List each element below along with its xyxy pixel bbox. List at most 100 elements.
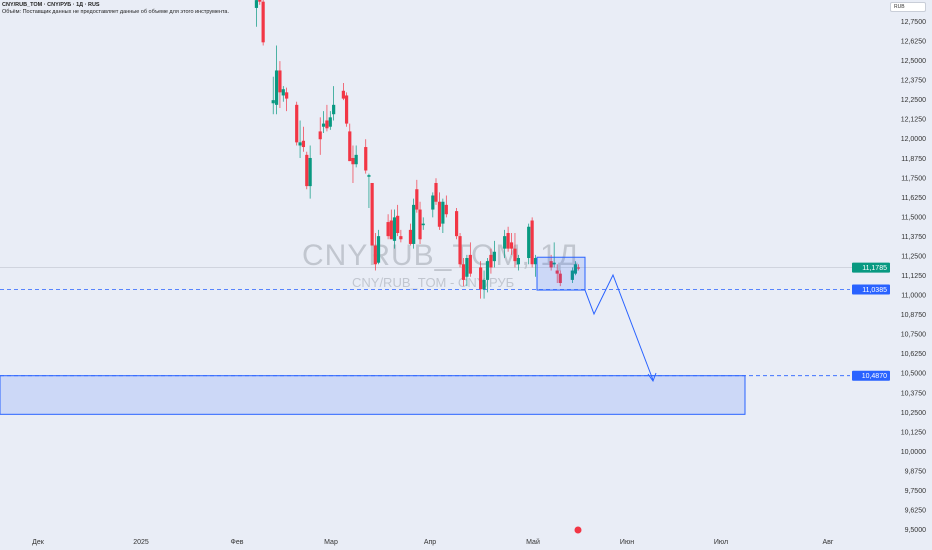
price-tick: 12,5000 [901, 58, 926, 65]
level-price-label-bg [852, 370, 890, 381]
candle-body [485, 261, 490, 280]
candle-body [408, 229, 413, 244]
candle-body [351, 157, 355, 165]
candle [373, 233, 377, 271]
candle [271, 76, 275, 115]
event-marker-icon [574, 526, 582, 534]
candle [254, 0, 259, 27]
candle-body [573, 264, 577, 274]
candle-body [555, 270, 559, 274]
candle [415, 179, 419, 213]
candle-body [513, 248, 517, 262]
candle [513, 233, 517, 268]
candle-body [434, 182, 438, 202]
candle [479, 261, 483, 299]
symbol-watermark-sub: CNY/RUB_TOM - CNY/РУБ [352, 275, 515, 290]
candle-body [455, 211, 459, 237]
candle-body [441, 201, 445, 224]
price-tick: 10,7500 [901, 332, 926, 339]
candle [527, 223, 531, 265]
candle-body [492, 251, 496, 262]
candle [308, 145, 312, 199]
price-tick: 12,1250 [901, 117, 926, 124]
price-tick: 11,3750 [901, 234, 926, 241]
time-tick: Июл [714, 539, 728, 546]
volume-note: Объём: Поставщик данных не предоставляет… [2, 9, 230, 15]
candle [418, 201, 422, 244]
candle [437, 192, 442, 230]
candle-body [465, 258, 469, 277]
candle-body [516, 258, 520, 265]
price-tick: 10,2500 [901, 410, 926, 417]
candle [364, 139, 368, 174]
candle-body [348, 131, 352, 162]
candle-body [344, 95, 349, 124]
time-tick: Апр [424, 539, 436, 546]
candle-body [274, 70, 279, 105]
candle-body [285, 92, 289, 99]
price-tick: 11,5000 [901, 214, 926, 221]
price-tick: 11,6250 [901, 195, 926, 202]
candle-body [396, 215, 400, 234]
time-tick: Мар [324, 539, 338, 546]
candle-body [506, 233, 510, 249]
candle-body [308, 157, 312, 187]
candle [328, 111, 332, 130]
candle [503, 229, 507, 259]
price-tick: 10,3750 [901, 390, 926, 397]
candle-body [295, 104, 299, 143]
candle-body [479, 267, 483, 290]
price-tick: 12,3750 [901, 78, 926, 85]
candle [281, 86, 285, 102]
price-tick: 10,0000 [901, 449, 926, 456]
candle [492, 240, 496, 268]
candle [396, 204, 400, 237]
price-tick: 10,6250 [901, 351, 926, 358]
candle-body [533, 258, 538, 265]
currency-button[interactable]: RUB [890, 2, 926, 12]
candle [285, 87, 289, 112]
candle [392, 209, 397, 249]
level-price-label: 11,0385 [862, 287, 887, 294]
candle-body [549, 261, 553, 268]
candle [431, 192, 435, 218]
candle [506, 226, 510, 252]
candle [485, 258, 490, 293]
candle [370, 182, 374, 246]
candle-body [503, 236, 507, 249]
price-tick: 11,1250 [901, 273, 926, 280]
price-tick: 11,7500 [901, 175, 926, 182]
candle-body [399, 236, 403, 240]
candle-body [392, 217, 397, 241]
candle [533, 254, 538, 277]
candle [348, 123, 352, 162]
candle-body [530, 220, 534, 265]
price-tick: 12,2500 [901, 97, 926, 104]
candle [389, 209, 393, 240]
candle-body [281, 89, 285, 96]
candle [301, 126, 306, 152]
candle-body [418, 209, 422, 240]
candle-body [332, 104, 336, 115]
candle [261, 0, 265, 46]
candle-body [298, 142, 302, 146]
chart-legend: CNY/RUB_TOM · CNY/РУБ · 1Д · RUS Объём: … [2, 2, 229, 16]
candle [489, 248, 493, 274]
candle-body [373, 245, 377, 265]
last-price-label: 11,1785 [862, 265, 887, 272]
time-tick: Дек [32, 539, 45, 546]
price-tick: 10,1250 [901, 429, 926, 436]
price-tick: 12,7500 [901, 19, 926, 26]
candle-body [370, 182, 374, 246]
candle-body [431, 195, 435, 210]
price-tick: 10,5000 [901, 371, 926, 378]
price-tick: 9,7500 [905, 488, 927, 495]
price-tick: 10,8750 [901, 312, 926, 319]
candle [482, 270, 486, 299]
candle-body [258, 0, 262, 2]
candle [258, 0, 262, 5]
candle [461, 258, 466, 287]
candle-body [415, 189, 419, 210]
candle [351, 145, 355, 183]
